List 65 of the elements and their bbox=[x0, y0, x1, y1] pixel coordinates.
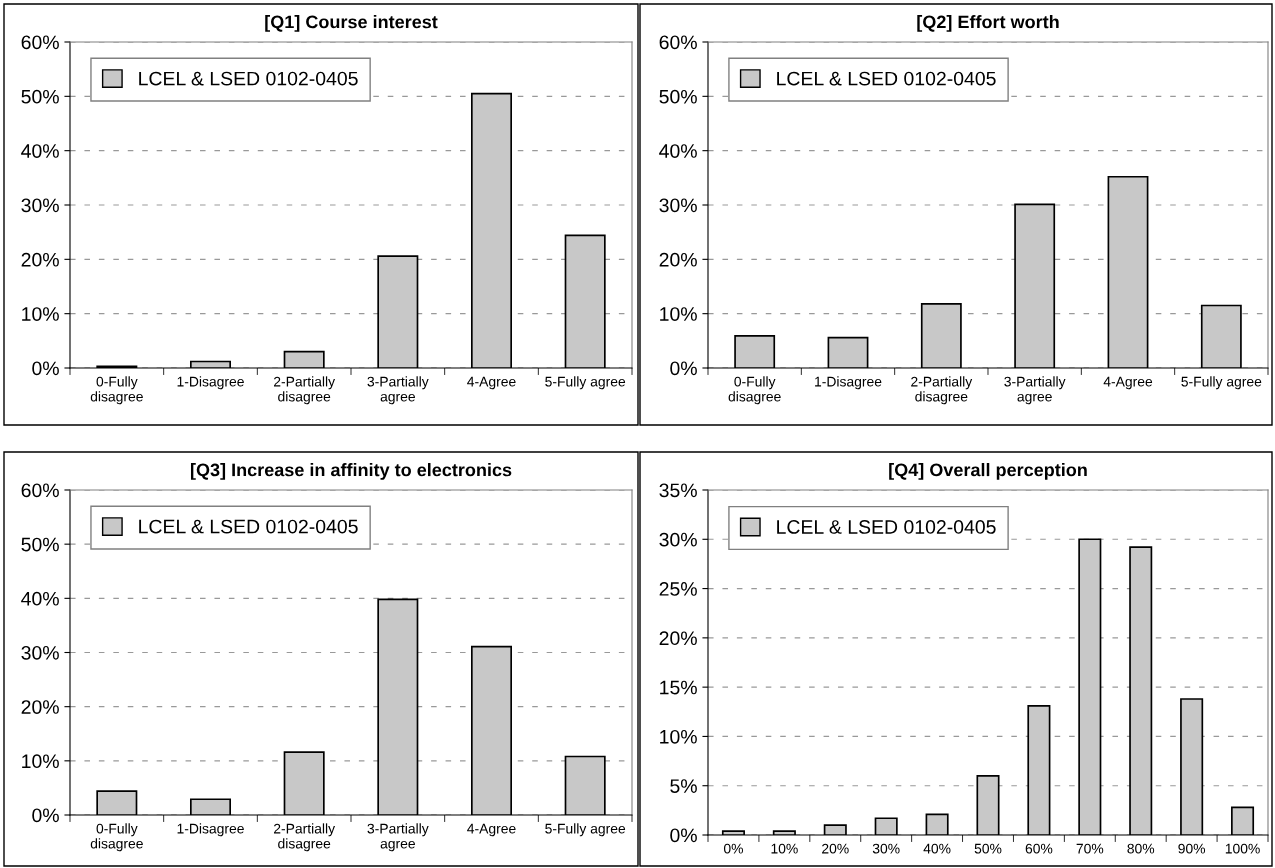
x-tick-label: 0-Fully disagree bbox=[90, 376, 143, 405]
legend-label: LCEL & LSED 0102-0405 bbox=[139, 519, 358, 534]
y-tick-label: 0% bbox=[32, 361, 59, 376]
chart-title: [Q2] Effort worth bbox=[917, 15, 1059, 32]
y-tick-label: 10% bbox=[22, 307, 59, 321]
x-tick-label: 2-Partially disagree bbox=[911, 376, 973, 405]
y-tick-label: 60% bbox=[659, 35, 697, 50]
x-tick-label: 4-Agree bbox=[1103, 376, 1153, 390]
x-tick-label: 100% bbox=[1225, 843, 1260, 854]
y-tick-label: 50% bbox=[21, 537, 59, 552]
x-tick-label: 5-Fully agree bbox=[1181, 376, 1262, 390]
x-tick-label: 1-Disagree bbox=[815, 376, 882, 390]
x-tick-label: 30% bbox=[872, 843, 900, 854]
y-tick-label: 50% bbox=[21, 89, 59, 104]
x-tick-label: 5-Fully agree bbox=[545, 823, 626, 837]
y-tick-label: 10% bbox=[660, 729, 697, 744]
x-tick-label: 20% bbox=[822, 843, 849, 854]
chart-title: [Q3] Increase in affinity to electronics bbox=[190, 463, 512, 480]
x-tick-label: 3-Partially agree bbox=[367, 376, 429, 405]
y-tick-label: 40% bbox=[21, 591, 59, 606]
x-tick-label: 50% bbox=[974, 843, 1002, 854]
y-tick-label: 60% bbox=[21, 35, 59, 50]
y-tick-label: 30% bbox=[659, 532, 697, 547]
y-tick-label: 20% bbox=[21, 700, 59, 714]
x-tick-label: 1-Disagree bbox=[177, 823, 244, 837]
chart-title: [Q4] Overall perception bbox=[889, 463, 1087, 480]
y-tick-label: 25% bbox=[659, 582, 697, 596]
y-tick-label: 20% bbox=[659, 252, 697, 267]
x-tick-label: 90% bbox=[1178, 843, 1206, 854]
x-tick-label: 4-Agree bbox=[467, 376, 516, 390]
y-tick-label: 15% bbox=[660, 680, 697, 695]
y-tick-label: 5% bbox=[670, 779, 697, 793]
legend-label: LCEL & LSED 0102-0405 bbox=[139, 71, 358, 86]
x-tick-label: 3-Partially agree bbox=[1004, 376, 1066, 405]
x-tick-label: 3-Partially agree bbox=[367, 823, 429, 852]
y-tick-label: 0% bbox=[32, 808, 59, 823]
x-tick-label: 2-Partially disagree bbox=[273, 823, 336, 852]
x-tick-label: 80% bbox=[1127, 843, 1155, 854]
y-tick-label: 20% bbox=[659, 631, 697, 646]
x-tick-label: 60% bbox=[1025, 843, 1053, 854]
y-tick-label: 30% bbox=[659, 198, 697, 213]
x-tick-label: 1-Disagree bbox=[177, 376, 244, 390]
x-tick-label: 0-Fully disagree bbox=[728, 376, 781, 405]
y-tick-label: 30% bbox=[21, 198, 59, 213]
legend-label: LCEL & LSED 0102-0405 bbox=[777, 71, 996, 86]
y-tick-label: 10% bbox=[660, 307, 697, 321]
x-tick-label: 70% bbox=[1076, 843, 1104, 854]
x-tick-label: 0-Fully disagree bbox=[90, 823, 143, 852]
x-tick-label: 0% bbox=[723, 843, 743, 854]
y-tick-label: 20% bbox=[21, 252, 59, 267]
y-tick-label: 40% bbox=[21, 144, 59, 158]
y-tick-label: 50% bbox=[659, 89, 697, 104]
y-tick-label: 0% bbox=[670, 361, 697, 376]
legend-label: LCEL & LSED 0102-0405 bbox=[777, 520, 996, 534]
y-tick-label: 30% bbox=[21, 645, 59, 660]
y-tick-label: 35% bbox=[659, 483, 697, 498]
x-tick-label: 4-Agree bbox=[467, 823, 516, 837]
y-tick-label: 40% bbox=[659, 144, 697, 158]
x-tick-label: 2-Partially disagree bbox=[273, 376, 336, 405]
x-tick-label: 40% bbox=[923, 843, 951, 854]
x-tick-label: 5-Fully agree bbox=[545, 376, 626, 390]
y-tick-label: 60% bbox=[21, 483, 59, 498]
chart-title: [Q1] Course interest bbox=[265, 15, 438, 32]
x-tick-label: 10% bbox=[771, 843, 798, 854]
y-tick-label: 10% bbox=[22, 754, 59, 769]
